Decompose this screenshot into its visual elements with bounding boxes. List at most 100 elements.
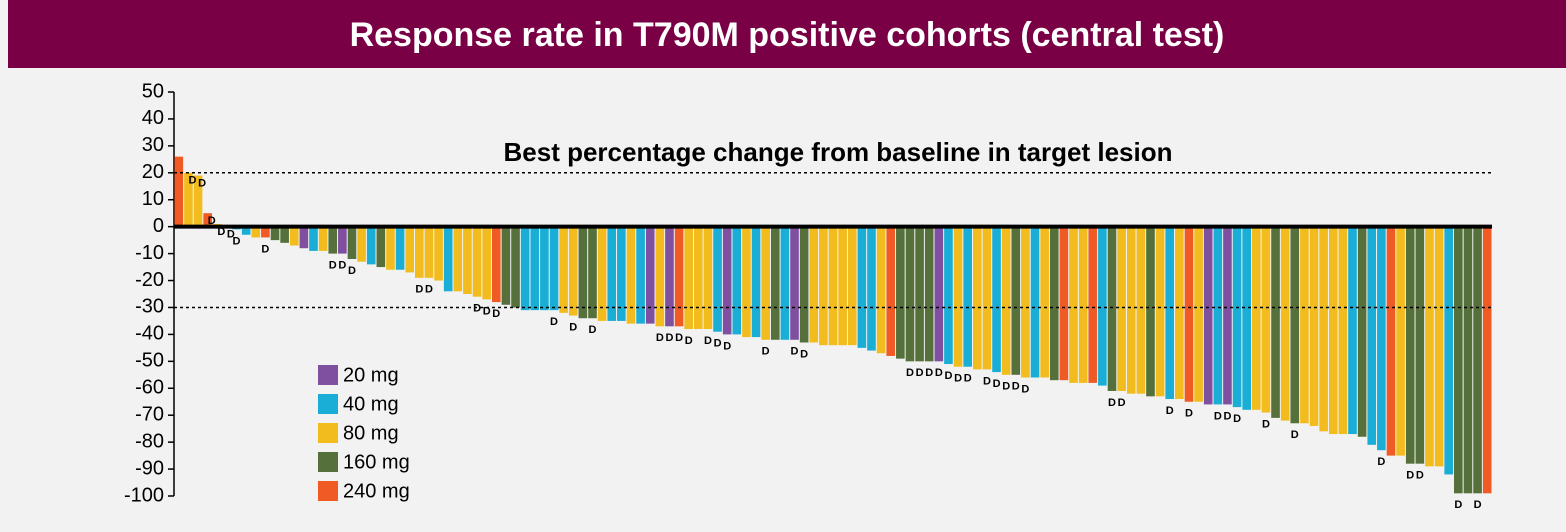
annotation: D xyxy=(1416,470,1424,482)
y-tick-label: -40 xyxy=(135,323,164,345)
y-tick-label: 30 xyxy=(142,134,164,156)
annotation: D xyxy=(198,177,206,189)
bar xyxy=(1271,226,1280,418)
bar xyxy=(347,226,357,259)
bar xyxy=(184,172,193,227)
y-tick-label: 40 xyxy=(142,107,164,129)
bar xyxy=(299,226,309,249)
annotation: D xyxy=(1223,410,1231,422)
bar xyxy=(366,226,376,265)
y-tick-label: -30 xyxy=(135,296,164,318)
bar xyxy=(328,226,338,254)
y-tick-label: -50 xyxy=(135,350,164,372)
bar xyxy=(443,226,453,292)
annotation: D xyxy=(217,226,225,238)
y-tick-label: 20 xyxy=(142,161,164,183)
bar xyxy=(828,226,838,346)
annotation: D xyxy=(1021,383,1029,395)
bar xyxy=(1213,226,1223,405)
bar xyxy=(463,226,472,294)
bar xyxy=(992,226,1001,373)
bar xyxy=(1078,226,1088,383)
legend-label: 240 mg xyxy=(343,480,410,502)
bar xyxy=(838,226,847,346)
bar xyxy=(972,226,982,370)
annotation: D xyxy=(1406,470,1414,482)
bar xyxy=(1126,226,1136,394)
bar xyxy=(1454,226,1463,494)
bar xyxy=(799,226,809,343)
bar xyxy=(1069,226,1078,383)
bar xyxy=(1328,226,1338,435)
bar xyxy=(357,226,366,262)
annotation: D xyxy=(473,303,481,315)
bar xyxy=(963,226,972,367)
bar xyxy=(318,226,328,251)
bar xyxy=(722,226,732,335)
annotation: D xyxy=(906,367,914,379)
bar xyxy=(1223,226,1232,405)
y-tick-label: 0 xyxy=(153,215,164,237)
annotation: D xyxy=(925,367,933,379)
bar xyxy=(1261,226,1271,413)
bar xyxy=(665,226,674,327)
bar xyxy=(568,226,578,316)
y-tick-label: -70 xyxy=(135,403,164,425)
bar xyxy=(1030,226,1040,378)
bar xyxy=(626,226,636,324)
annotation: D xyxy=(685,335,693,347)
y-tick-label: -80 xyxy=(135,430,164,452)
annotation: D xyxy=(791,346,799,358)
bar xyxy=(251,226,261,238)
bar xyxy=(540,226,549,311)
annotation: D xyxy=(665,332,673,344)
bar xyxy=(857,226,867,348)
y-tick-label: 10 xyxy=(142,188,164,210)
bar xyxy=(193,175,203,227)
bar xyxy=(1463,226,1473,494)
bar xyxy=(1098,226,1107,386)
bar xyxy=(742,226,751,338)
annotation: D xyxy=(944,370,952,382)
bar xyxy=(395,226,405,270)
bar xyxy=(434,226,443,281)
bar xyxy=(530,226,540,311)
y-tick-label: -100 xyxy=(124,484,164,506)
bar xyxy=(674,226,684,327)
bar xyxy=(1338,226,1348,435)
bar xyxy=(1184,226,1194,402)
bar xyxy=(607,226,617,321)
bar xyxy=(1280,226,1290,421)
bar xyxy=(867,226,876,351)
bar xyxy=(751,226,761,338)
bar xyxy=(1444,226,1454,475)
bar xyxy=(1049,226,1059,381)
bar xyxy=(1021,226,1030,378)
bar xyxy=(694,226,703,330)
bar xyxy=(924,226,934,362)
bar xyxy=(636,226,645,324)
bar xyxy=(415,226,424,278)
annotation: D xyxy=(964,373,972,385)
bar xyxy=(1319,226,1328,432)
bar xyxy=(174,156,184,227)
annotation: D xyxy=(954,373,962,385)
bar xyxy=(1232,226,1242,408)
bar xyxy=(1242,226,1251,410)
bar xyxy=(491,226,501,303)
bar xyxy=(1377,226,1386,451)
annotation: D xyxy=(704,335,712,347)
bar xyxy=(1203,226,1213,405)
bar xyxy=(424,226,434,278)
bar xyxy=(1059,226,1069,381)
bar xyxy=(819,226,828,346)
bar xyxy=(934,226,944,362)
bar xyxy=(761,226,770,340)
bar xyxy=(549,226,559,311)
chart-subtitle: Best percentage change from baseline in … xyxy=(504,137,1173,167)
annotation: D xyxy=(188,175,196,187)
annotation: D xyxy=(550,316,558,328)
bar xyxy=(309,226,318,251)
